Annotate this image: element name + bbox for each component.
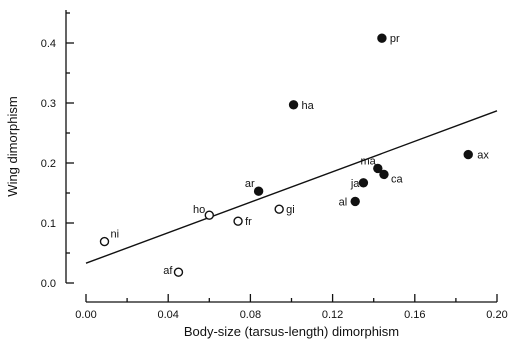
y-tick-label: 0.4 xyxy=(41,38,56,50)
x-tick-label: 0.16 xyxy=(404,309,425,321)
point-label-ja: ja xyxy=(350,178,360,190)
data-point-af xyxy=(173,267,184,277)
y-tick-label: 0.0 xyxy=(41,278,56,290)
ticks: 0.00 0.04 0.08 0.12 0.16 0.20 0.0 0.1 0.2 0.3 0.4 xyxy=(41,12,508,321)
x-tick-label: 0.04 xyxy=(157,309,178,321)
data-point-gi xyxy=(274,204,284,214)
data-point-ax xyxy=(463,149,473,160)
point-label-ax: ax xyxy=(477,150,489,162)
x-tick-label: 0.00 xyxy=(75,309,96,321)
x-tick-label: 0.12 xyxy=(322,309,343,321)
y-axis-title: Wing dimorphism xyxy=(5,96,20,196)
y-tick-label: 0.2 xyxy=(41,158,56,170)
point-label-ar: ar xyxy=(245,178,255,190)
point-label-gi: gi xyxy=(286,204,295,216)
data-point-ja xyxy=(358,178,369,188)
point-label-ma: ma xyxy=(361,155,377,167)
data-point-fr xyxy=(233,216,243,226)
point-label-ca: ca xyxy=(391,173,404,185)
regression-line-group xyxy=(85,110,498,264)
y-tick-label: 0.3 xyxy=(41,98,56,110)
data-point-ma xyxy=(373,163,383,174)
data-point-ho xyxy=(204,210,215,220)
point-label-ni: ni xyxy=(110,229,119,241)
data-point-ni xyxy=(99,236,110,247)
point-label-ho: ho xyxy=(193,204,205,216)
point-label-pr: pr xyxy=(390,33,400,45)
point-label-fr: fr xyxy=(245,216,252,228)
point-label-af: af xyxy=(163,265,173,277)
point-label-al: al xyxy=(339,196,348,208)
point-label-ha: ha xyxy=(302,100,315,112)
data-points: pr ha ax ma ca ja ar al gi ho fr ni af xyxy=(99,33,489,277)
x-axis-title: Body-size (tarsus-length) dimorphism xyxy=(184,324,399,339)
data-point-al xyxy=(350,196,360,207)
data-point-ar xyxy=(253,186,264,196)
data-point-pr xyxy=(377,33,387,43)
x-tick-label: 0.20 xyxy=(486,309,507,321)
data-point-ha xyxy=(288,100,299,110)
data-point-ca xyxy=(379,169,389,180)
axes xyxy=(65,10,497,303)
regression-line xyxy=(85,110,498,264)
y-tick-label: 0.1 xyxy=(41,218,56,230)
x-tick-label: 0.08 xyxy=(240,309,261,321)
